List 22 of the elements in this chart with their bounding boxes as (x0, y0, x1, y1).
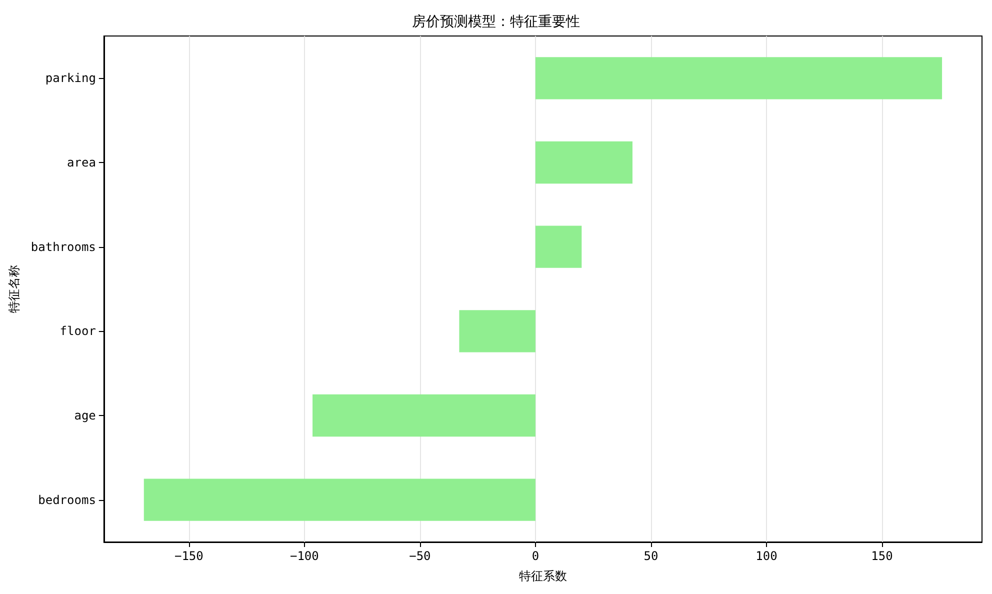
y-tick-label: bedrooms (38, 492, 96, 507)
x-tick-label: −100 (290, 549, 319, 563)
bar (459, 310, 536, 352)
bar (535, 226, 582, 268)
x-axis-title: 特征系数 (518, 569, 567, 583)
y-tick-label: bathrooms (30, 240, 96, 254)
y-tick-label: age (74, 408, 96, 422)
y-axis-title: 特征名称 (7, 265, 21, 313)
bar (535, 141, 632, 184)
y-tick-label: area (67, 156, 96, 170)
x-tick-label: 50 (644, 549, 658, 563)
bar (312, 394, 536, 437)
y-tick-label: parking (45, 71, 96, 86)
chart-title: 房价预测模型：特征重要性 (412, 14, 580, 30)
bar (144, 478, 536, 521)
x-tick-label: 150 (871, 549, 893, 563)
x-tick-label: 100 (756, 549, 778, 563)
y-tick-label: floor (60, 324, 96, 338)
x-tick-label: 0 (532, 549, 540, 563)
bar (535, 57, 942, 100)
x-tick-label: −150 (174, 549, 204, 563)
x-tick-label: −50 (409, 549, 431, 563)
